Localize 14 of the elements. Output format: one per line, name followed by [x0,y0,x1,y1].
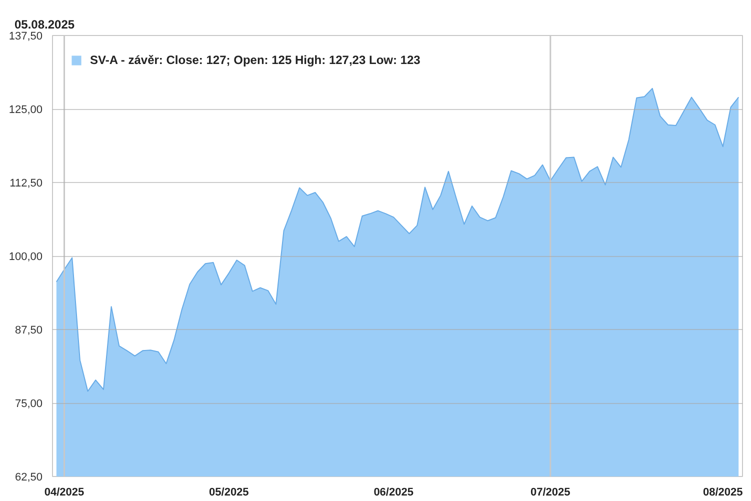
x-tick-label: 05/2025 [209,486,249,498]
chart-title: 05.08.2025 [14,18,75,32]
legend-label: SV-A - závěr: Close: 127; Open: 125 High: 127,23 Low: 123 [90,53,420,67]
y-tick-label: 75,00 [14,398,43,410]
y-tick-label: 87,50 [14,324,43,336]
y-tick-label: 100,00 [8,251,43,263]
y-tick-label: 62,50 [14,472,43,484]
y-tick-label: 112,50 [10,178,42,190]
y-tick-label: 125,00 [8,104,43,116]
x-tick-label: 07/2025 [530,486,570,498]
y-tick-label: 137,50 [8,30,43,42]
x-tick-label: 06/2025 [374,486,414,498]
x-tick-label: 08/2025 [703,486,743,498]
x-tick-label: 04/2025 [44,486,84,498]
